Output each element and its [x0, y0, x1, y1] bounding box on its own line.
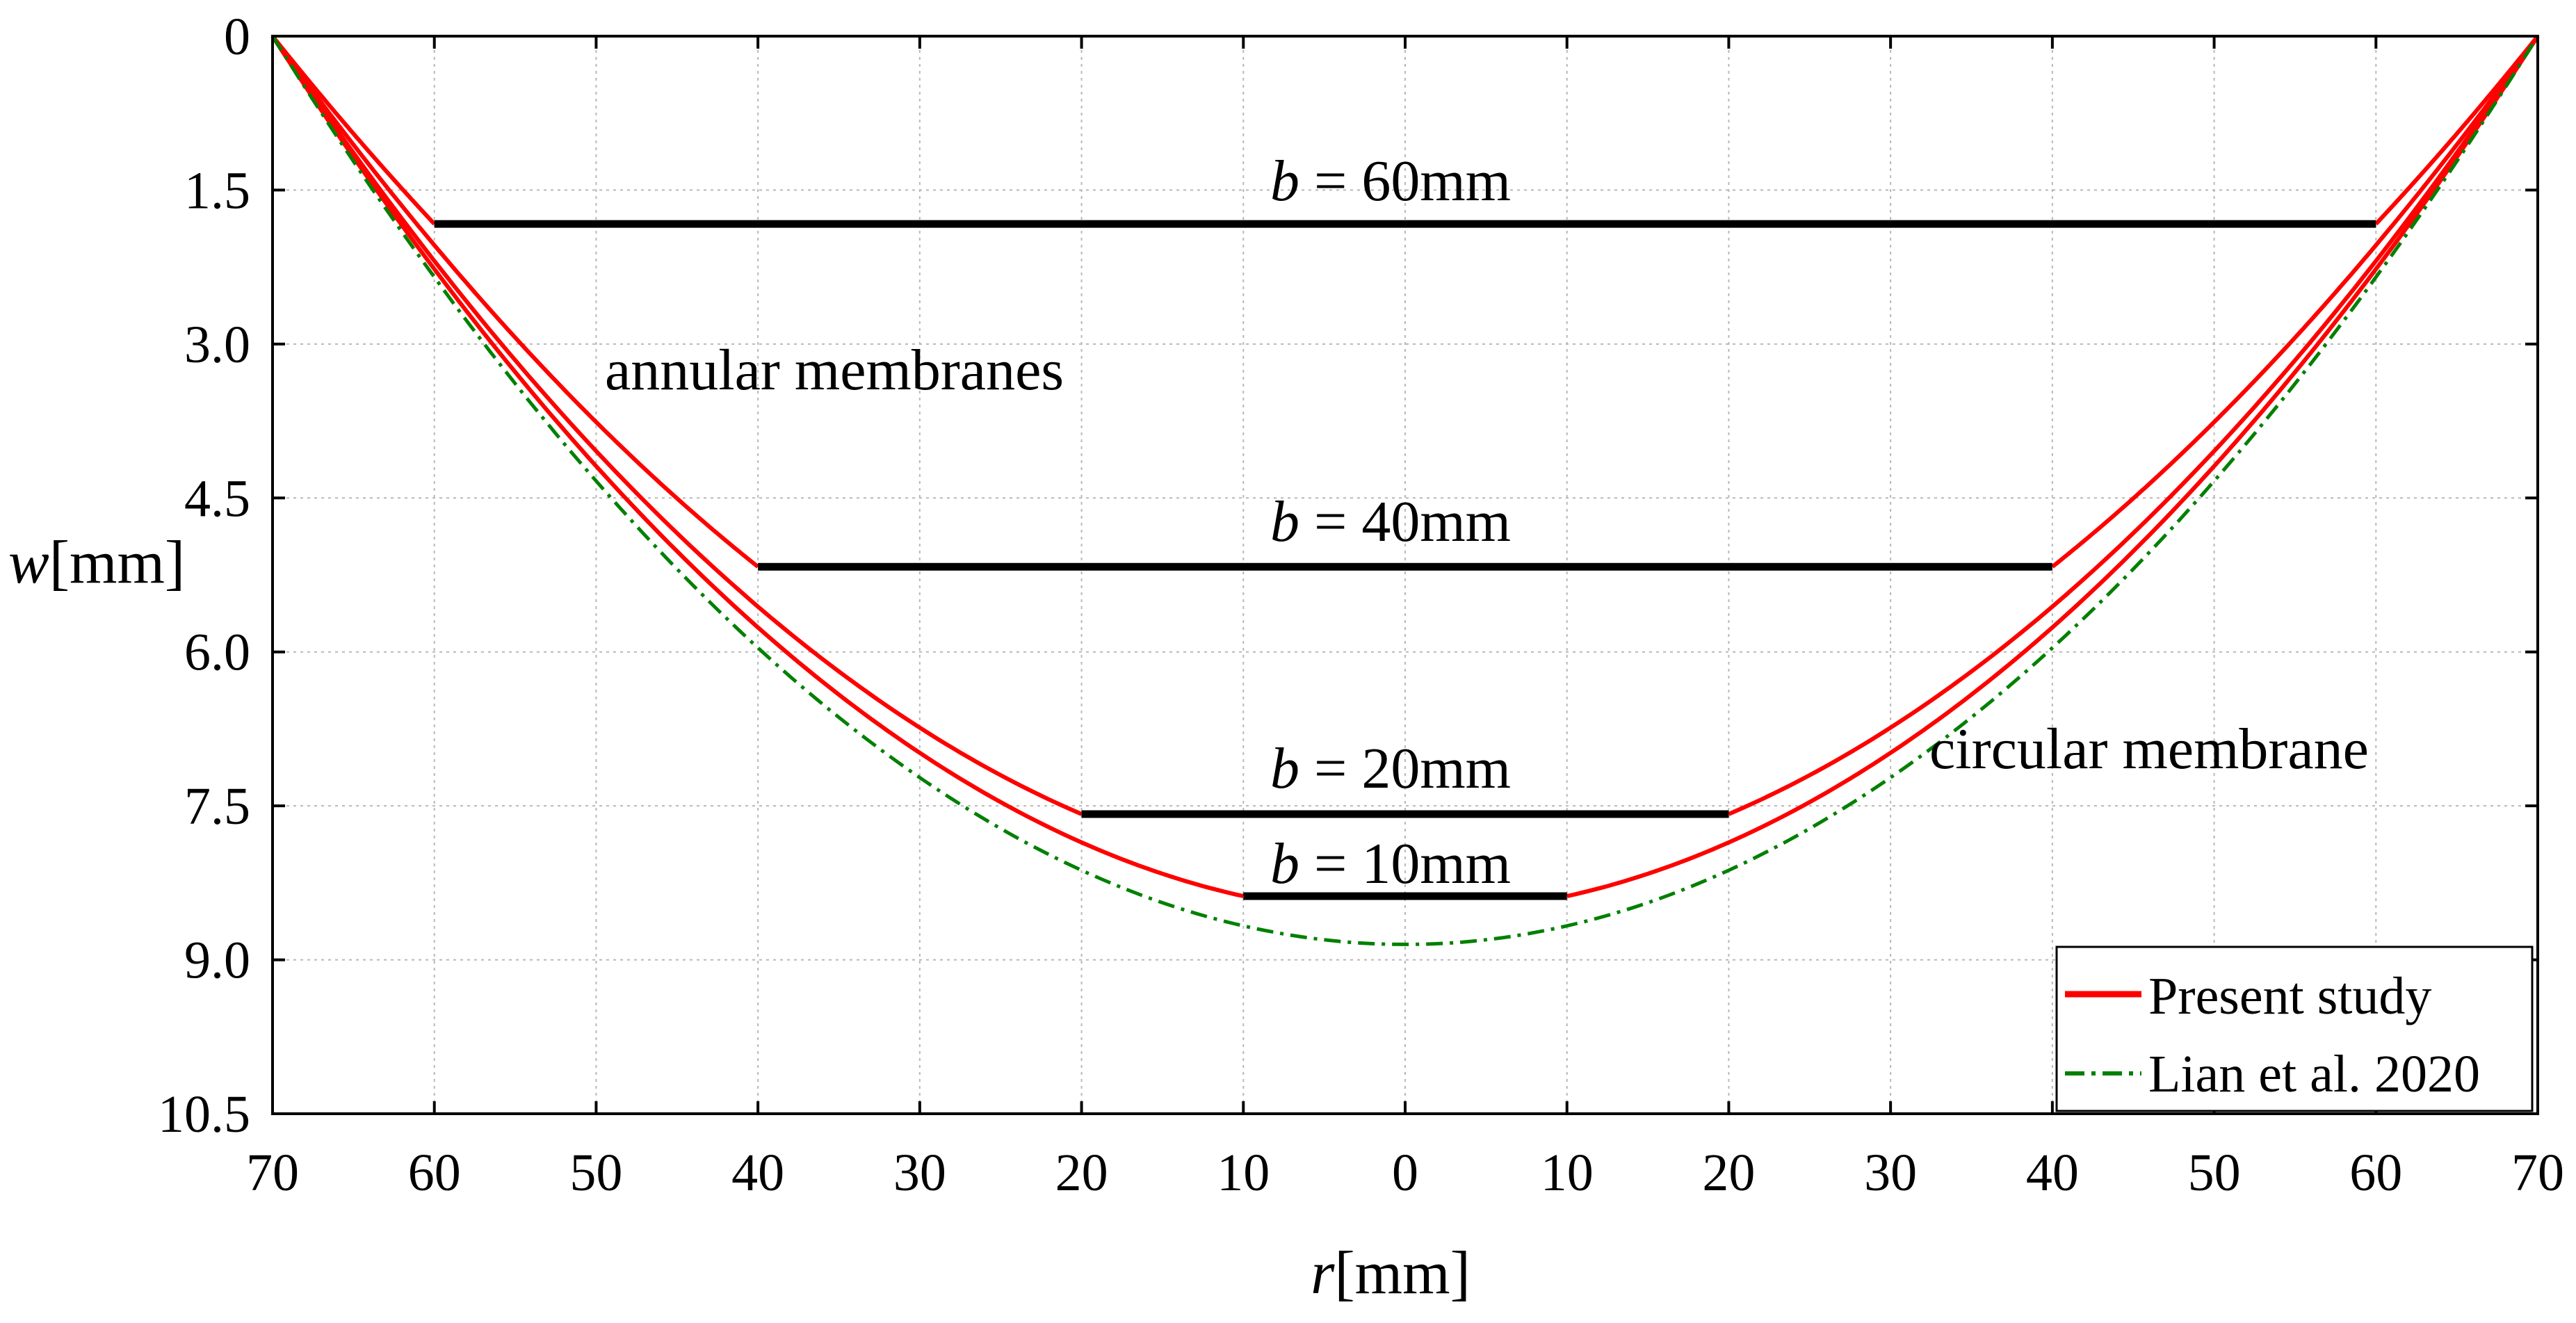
- y-tick-label: 0: [224, 8, 250, 66]
- plate-label-b20: b = 20mm: [1270, 736, 1511, 801]
- x-tick-label: 20: [1702, 1144, 1755, 1202]
- x-axis-title: r[mm]: [1311, 1240, 1471, 1307]
- x-axis-ticks: 70 60 50 40 30 20 10 0 10 20 30 40 50 60 70: [246, 36, 2564, 1202]
- rigid-plates: [434, 220, 2376, 900]
- plate-label-b10-value: = 10mm: [1299, 831, 1511, 896]
- plot-frame: [271, 35, 2539, 1115]
- x-tick-label: 50: [2188, 1144, 2241, 1202]
- legend-label-lian: Lian et al. 2020: [2148, 1045, 2480, 1103]
- plate-label-b60: b = 60mm: [1270, 149, 1511, 213]
- b-symbol: b: [1270, 736, 1299, 801]
- b-symbol: b: [1270, 149, 1299, 213]
- y-axis-title: w[mm]: [8, 529, 185, 596]
- x-axis-unit: [mm]: [1334, 1240, 1471, 1307]
- series-present-study-b60: [270, 35, 2540, 226]
- y-tick-label: 3.0: [184, 316, 250, 374]
- x-tick-label: 40: [2026, 1144, 2079, 1202]
- y-tick-label: 4.5: [184, 469, 250, 528]
- x-tick-label: 10: [1217, 1144, 1270, 1202]
- x-tick-label: 30: [1864, 1144, 1917, 1202]
- b-symbol: b: [1270, 831, 1299, 896]
- x-tick-label: 20: [1055, 1144, 1108, 1202]
- x-tick-label: 10: [1541, 1144, 1594, 1202]
- x-tick-label: 40: [731, 1144, 784, 1202]
- series-present-study-b20: [270, 35, 2540, 816]
- deflection-curves: [270, 35, 2540, 946]
- b-symbol: b: [1270, 489, 1299, 554]
- y-tick-label: 9.0: [184, 932, 250, 990]
- x-tick-label: 60: [408, 1144, 461, 1202]
- y-tick-label: 1.5: [184, 161, 250, 220]
- legend: Present study Lian et al. 2020: [2055, 945, 2534, 1112]
- x-tick-label: 60: [2349, 1144, 2402, 1202]
- series-present-study-b10: [270, 35, 2540, 898]
- y-axis-ticks: 0 1.5 3.0 4.5 6.0 7.5 9.0 10.5: [158, 8, 2538, 1144]
- x-axis-var: r: [1311, 1240, 1335, 1307]
- plate-label-b40-value: = 40mm: [1299, 489, 1511, 554]
- plate-label-b40: b = 40mm: [1270, 489, 1511, 554]
- annotation-circular-membrane: circular membrane: [1929, 717, 2369, 781]
- series-present-study-b40: [270, 35, 2540, 569]
- x-tick-label: 70: [2511, 1144, 2564, 1202]
- grid-lines: [273, 36, 2538, 1114]
- legend-label-present-study: Present study: [2148, 967, 2431, 1025]
- series-lian-2020-circular: [270, 35, 2540, 946]
- y-axis-var: w: [8, 529, 49, 596]
- y-tick-label: 10.5: [158, 1085, 250, 1144]
- x-tick-label: 70: [246, 1144, 299, 1202]
- plate-label-b20-value: = 20mm: [1299, 736, 1511, 801]
- plate-label-b10: b = 10mm: [1270, 831, 1511, 896]
- x-tick-label: 50: [569, 1144, 622, 1202]
- x-tick-label: 0: [1392, 1144, 1418, 1202]
- x-tick-label: 30: [893, 1144, 946, 1202]
- y-tick-label: 7.5: [184, 777, 250, 836]
- y-axis-unit: [mm]: [49, 529, 186, 596]
- legend-box: [2055, 945, 2534, 1112]
- annotation-annular-membranes: annular membranes: [605, 338, 1064, 403]
- plate-label-b60-value: = 60mm: [1299, 149, 1511, 213]
- y-tick-label: 6.0: [184, 624, 250, 682]
